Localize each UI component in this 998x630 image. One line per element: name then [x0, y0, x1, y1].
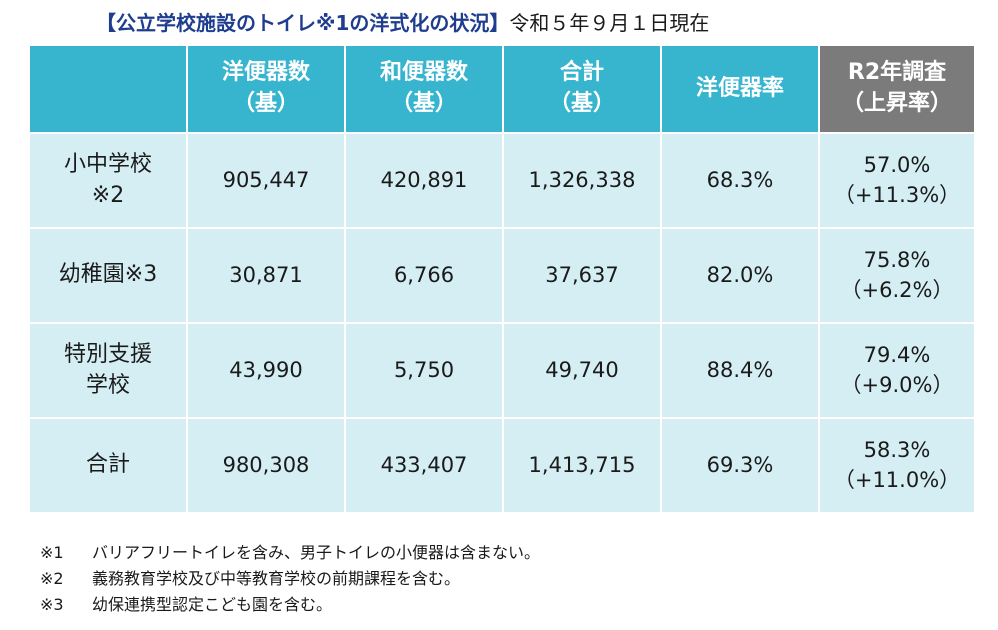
footnote-text: 幼保連携型認定こども園を含む。 — [92, 595, 333, 614]
cell-japanese-count: 5,750 — [344, 322, 504, 419]
cell-western-rate: 82.0% — [660, 227, 820, 324]
page-title: 【公立学校施設のトイレ※1の洋式化の状況】令和５年９月１日現在 — [96, 6, 709, 40]
footnote-text: バリアフリートイレを含み、男子トイレの小便器は含まない。 — [92, 543, 541, 562]
cell-r2-survey: 75.8% （+6.2%） — [818, 227, 976, 324]
cell-western-count: 43,990 — [186, 322, 346, 419]
header-western-count: 洋便器数 （基） — [186, 44, 346, 134]
cell-western-count: 905,447 — [186, 132, 346, 229]
table-row: 小中学校 ※2 905,447 420,891 1,326,338 68.3% … — [28, 132, 976, 229]
cell-japanese-count: 433,407 — [344, 417, 504, 514]
cell-r2-survey: 58.3% （+11.0%） — [818, 417, 976, 514]
footnote-mark: ※2 — [40, 569, 64, 588]
cell-western-rate: 88.4% — [660, 322, 820, 419]
table-header-row: 洋便器数 （基） 和便器数 （基） 合計 （基） 洋便器率 R2年調査 （上昇率… — [28, 44, 976, 134]
cell-western-count: 30,871 — [186, 227, 346, 324]
row-label: 幼稚園※3 — [28, 227, 188, 324]
header-corner — [28, 44, 188, 134]
cell-r2-survey: 57.0% （+11.3%） — [818, 132, 976, 229]
row-label: 小中学校 ※2 — [28, 132, 188, 229]
title-main: 【公立学校施設のトイレ※1の洋式化の状況】 — [96, 11, 510, 35]
header-western-rate: 洋便器率 — [660, 44, 820, 134]
footnote: ※3 幼保連携型認定こども園を含む。 — [40, 592, 540, 618]
row-label: 合計 — [28, 417, 188, 514]
cell-total: 49,740 — [502, 322, 662, 419]
header-r2-survey: R2年調査 （上昇率） — [818, 44, 976, 134]
cell-japanese-count: 6,766 — [344, 227, 504, 324]
cell-japanese-count: 420,891 — [344, 132, 504, 229]
cell-western-rate: 68.3% — [660, 132, 820, 229]
header-total: 合計 （基） — [502, 44, 662, 134]
table-row: 幼稚園※3 30,871 6,766 37,637 82.0% 75.8% （+… — [28, 227, 976, 324]
footnote-text: 義務教育学校及び中等教育学校の前期課程を含む。 — [92, 569, 461, 588]
cell-western-count: 980,308 — [186, 417, 346, 514]
footnote-mark: ※1 — [40, 543, 64, 562]
footnote: ※1 バリアフリートイレを含み、男子トイレの小便器は含まない。 — [40, 540, 540, 566]
cell-total: 1,413,715 — [502, 417, 662, 514]
table-row: 合計 980,308 433,407 1,413,715 69.3% 58.3%… — [28, 417, 976, 514]
footnote-mark: ※3 — [40, 595, 64, 614]
cell-total: 37,637 — [502, 227, 662, 324]
cell-r2-survey: 79.4% （+9.0%） — [818, 322, 976, 419]
cell-western-rate: 69.3% — [660, 417, 820, 514]
row-label: 特別支援 学校 — [28, 322, 188, 419]
footnotes: ※1 バリアフリートイレを含み、男子トイレの小便器は含まない。 ※2 義務教育学校及… — [40, 540, 540, 618]
header-japanese-count: 和便器数 （基） — [344, 44, 504, 134]
cell-total: 1,326,338 — [502, 132, 662, 229]
toilet-stats-table: 洋便器数 （基） 和便器数 （基） 合計 （基） 洋便器率 R2年調査 （上昇率… — [28, 44, 976, 514]
title-date: 令和５年９月１日現在 — [509, 11, 710, 35]
footnote: ※2 義務教育学校及び中等教育学校の前期課程を含む。 — [40, 566, 540, 592]
table-row: 特別支援 学校 43,990 5,750 49,740 88.4% 79.4% … — [28, 322, 976, 419]
